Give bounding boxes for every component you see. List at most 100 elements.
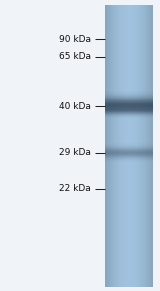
Bar [143,5,144,287]
Bar [105,97,153,98]
Bar [106,5,107,287]
Bar [124,5,125,287]
Bar [115,5,116,287]
Bar [105,155,153,156]
Bar [152,5,153,287]
Bar [105,156,153,157]
Text: 90 kDa: 90 kDa [59,35,91,44]
Bar [134,5,135,287]
Bar [111,5,112,287]
Bar [105,112,153,113]
Bar [110,5,111,287]
Bar [105,99,153,100]
Bar [105,117,153,118]
Bar [138,5,139,287]
Bar [114,5,115,287]
Text: 29 kDa: 29 kDa [59,148,91,157]
Bar [107,5,108,287]
Bar [105,94,153,95]
Bar [105,145,153,146]
Bar [105,157,153,158]
Bar [105,158,153,159]
Bar [105,95,153,96]
Bar [105,147,153,148]
Bar [105,110,153,111]
Bar [140,5,141,287]
Bar [151,5,152,287]
Bar [120,5,121,287]
Bar [105,114,153,115]
Bar [118,5,119,287]
Bar [108,5,109,287]
Bar [147,5,148,287]
Bar [105,115,153,116]
Bar [139,5,140,287]
Bar [146,5,147,287]
Bar [105,144,153,145]
Bar [128,5,129,287]
Bar [105,107,153,108]
Bar [149,5,150,287]
Bar [136,5,137,287]
Bar [105,151,153,152]
Bar [105,111,153,112]
Bar [144,5,145,287]
Bar [105,160,153,161]
Bar [148,5,149,287]
Bar [105,96,153,97]
Bar [125,5,126,287]
Bar [121,5,122,287]
Text: 65 kDa: 65 kDa [59,52,91,61]
Bar [105,108,153,109]
Bar [114,5,115,287]
Bar [129,5,130,287]
Bar [105,148,153,149]
Bar [126,5,127,287]
Bar [105,159,153,160]
Bar [105,146,153,147]
Bar [127,5,128,287]
Bar [132,5,133,287]
Bar [105,5,106,287]
Bar [106,5,107,287]
Bar [122,5,123,287]
Bar [105,109,153,110]
Bar [105,98,153,99]
Bar [105,93,153,94]
Bar [105,104,153,105]
Bar [142,5,143,287]
Bar [105,161,153,162]
Bar [119,5,120,287]
Bar [105,143,153,144]
Bar [105,92,153,93]
Bar [118,5,119,287]
Bar [135,5,136,287]
Bar [130,5,131,287]
Bar [105,116,153,117]
Bar [133,5,134,287]
Bar [137,5,138,287]
Bar [116,5,117,287]
Bar [130,5,131,287]
Text: 22 kDa: 22 kDa [60,184,91,193]
Bar [145,5,146,287]
Bar [131,5,132,287]
Bar [150,5,151,287]
Bar [110,5,111,287]
Bar [105,106,153,107]
Bar [142,5,143,287]
Bar [109,5,110,287]
Bar [105,153,153,154]
Bar [117,5,118,287]
Bar [113,5,114,287]
Bar [105,150,153,151]
Bar [105,101,153,102]
Text: 40 kDa: 40 kDa [59,102,91,111]
Bar [141,5,142,287]
Bar [105,103,153,104]
Bar [134,5,135,287]
Bar [105,105,153,106]
Bar [105,152,153,153]
Bar [112,5,113,287]
Bar [105,100,153,101]
